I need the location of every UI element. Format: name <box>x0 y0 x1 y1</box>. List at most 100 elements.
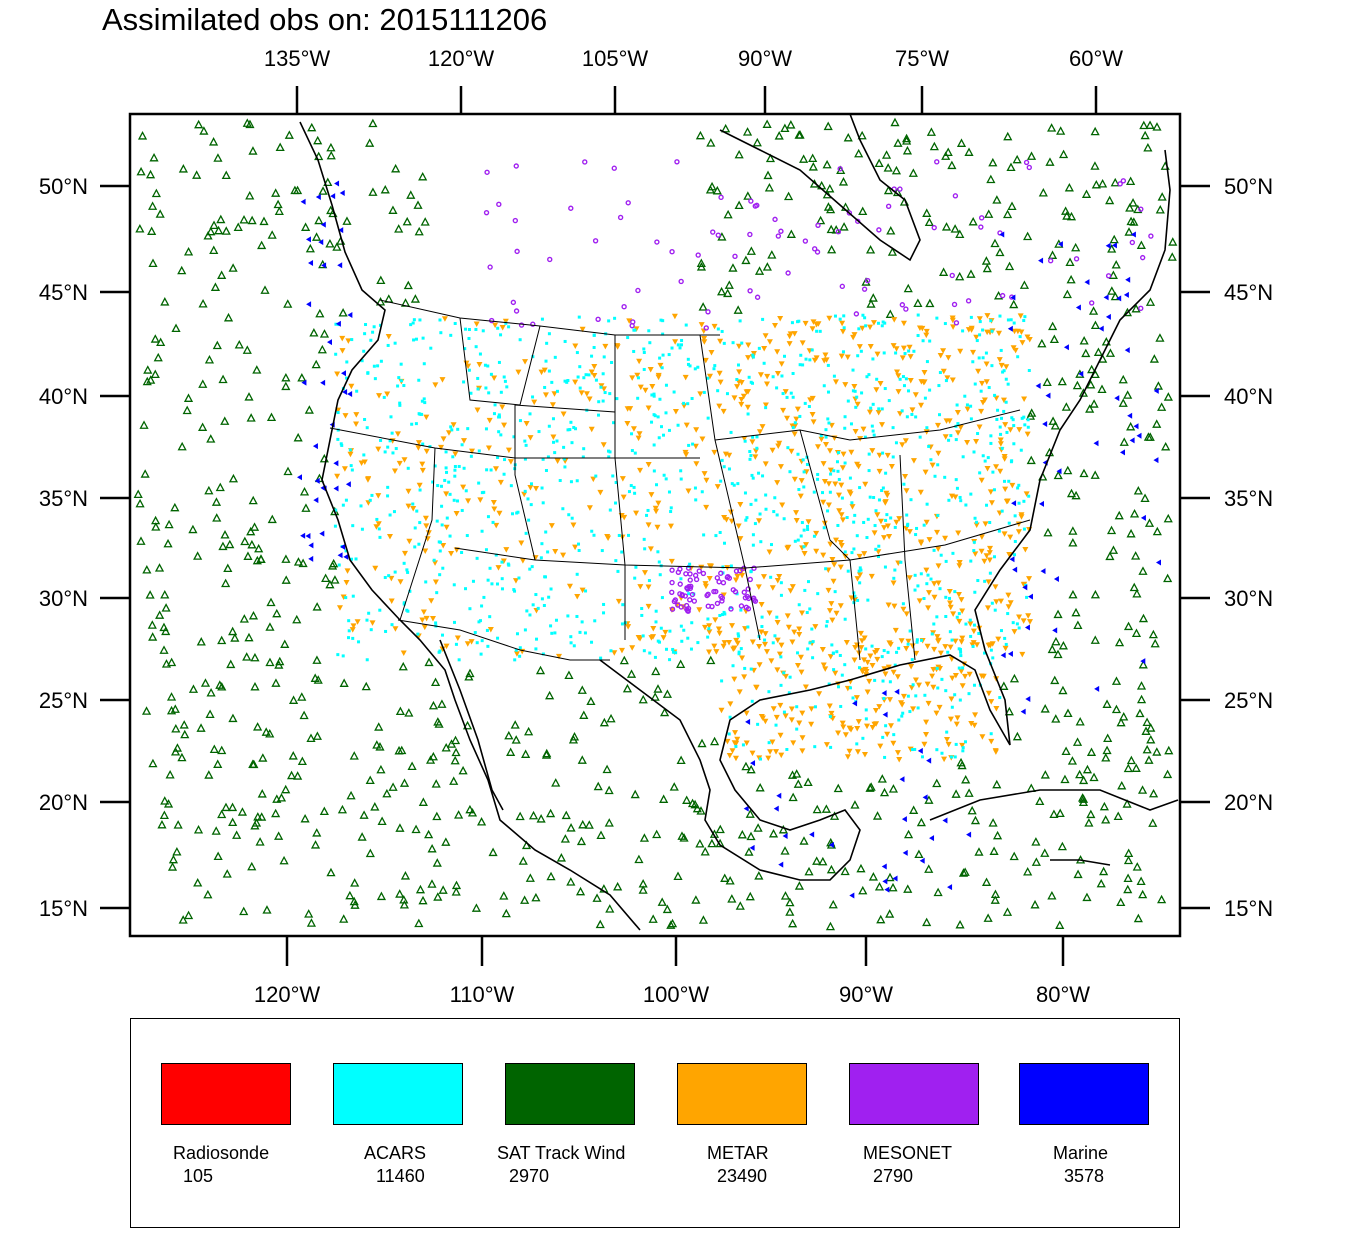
acars-marker <box>969 634 973 638</box>
sat-wind-marker <box>1123 873 1133 882</box>
metar-marker <box>477 497 484 503</box>
sat-wind-marker <box>970 815 981 825</box>
metar-marker <box>921 369 928 376</box>
metar-marker <box>896 516 903 522</box>
sat-wind-marker <box>499 891 509 900</box>
mesonet-marker <box>687 597 693 603</box>
metar-marker <box>874 351 881 358</box>
sat-wind-marker <box>1164 745 1174 755</box>
marine-marker <box>881 863 887 870</box>
metar-marker <box>388 575 395 582</box>
acars-marker <box>392 510 396 514</box>
acars-marker <box>737 634 741 638</box>
metar-marker <box>358 460 365 466</box>
sat-wind-marker <box>1040 848 1050 857</box>
marine-marker <box>340 543 346 550</box>
acars-marker <box>935 748 939 752</box>
sat-wind-marker <box>275 656 285 666</box>
acars-marker <box>656 415 660 419</box>
mesonet-marker <box>885 203 892 210</box>
acars-marker <box>422 362 426 366</box>
metar-marker <box>975 368 982 375</box>
mesonet-marker <box>719 598 725 604</box>
legend-swatch-mesonet <box>849 1063 979 1125</box>
acars-marker <box>531 395 535 399</box>
mesonet-marker <box>693 576 700 583</box>
metar-marker <box>890 580 897 586</box>
acars-marker <box>636 396 640 400</box>
sat-wind-marker <box>1090 635 1100 644</box>
acars-marker <box>527 518 531 522</box>
acars-marker <box>720 329 724 333</box>
sat-wind-marker <box>183 246 194 256</box>
mesonet-marker <box>621 304 627 310</box>
sat-wind-marker <box>142 376 152 386</box>
marine-marker <box>1022 584 1028 591</box>
metar-marker <box>788 448 795 455</box>
acars-marker <box>992 488 996 492</box>
sat-wind-marker <box>1061 746 1071 756</box>
acars-marker <box>491 520 495 524</box>
acars-marker <box>679 469 683 473</box>
acars-marker <box>378 323 382 327</box>
metar-marker <box>985 579 992 585</box>
metar-marker <box>650 625 657 632</box>
acars-marker <box>394 447 398 451</box>
sat-wind-marker <box>305 243 315 253</box>
acars-marker <box>565 380 569 384</box>
metar-marker <box>897 411 904 417</box>
acars-marker <box>993 608 997 612</box>
acars-marker <box>632 485 636 489</box>
metar-marker <box>922 469 929 476</box>
metar-marker <box>733 637 740 644</box>
acars-marker <box>448 534 452 538</box>
acars-marker <box>908 629 912 633</box>
acars-marker <box>453 321 457 325</box>
sat-wind-marker <box>261 727 271 736</box>
sat-wind-marker <box>638 885 648 894</box>
acars-marker <box>797 603 801 607</box>
acars-marker <box>464 587 468 591</box>
metar-marker <box>756 662 763 668</box>
sat-wind-marker <box>1065 257 1075 267</box>
marine-marker <box>1027 593 1033 600</box>
sat-wind-marker <box>986 174 996 184</box>
metar-marker <box>891 317 898 323</box>
metar-marker <box>718 707 725 714</box>
sat-wind-marker <box>204 354 215 364</box>
metar-marker <box>826 448 833 454</box>
sat-wind-marker <box>577 755 587 764</box>
acars-marker <box>883 755 887 759</box>
metar-marker <box>513 651 520 657</box>
metar-marker <box>873 387 880 393</box>
acars-marker <box>872 496 876 500</box>
acars-marker <box>467 368 471 372</box>
sat-wind-marker <box>926 127 936 136</box>
metar-marker <box>699 436 706 442</box>
sat-wind-marker <box>171 723 181 733</box>
acars-marker <box>985 503 989 507</box>
acars-marker <box>562 457 566 461</box>
sat-wind-marker <box>1123 390 1133 399</box>
acars-marker <box>990 329 994 333</box>
metar-marker <box>487 626 494 633</box>
acars-marker <box>837 451 841 455</box>
marine-marker <box>339 190 345 197</box>
metar-marker <box>797 493 804 500</box>
sat-wind-marker <box>431 779 441 788</box>
mesonet-marker <box>785 270 791 276</box>
metar-marker <box>497 479 504 486</box>
acars-marker <box>435 519 439 523</box>
acars-marker <box>1007 479 1011 483</box>
acars-marker <box>582 447 586 451</box>
sat-wind-marker <box>155 209 165 218</box>
acars-marker <box>613 316 617 320</box>
acars-marker <box>990 601 994 605</box>
marine-marker <box>1038 257 1044 264</box>
metar-marker <box>465 498 472 504</box>
acars-marker <box>741 743 745 747</box>
sat-wind-marker <box>262 905 272 914</box>
acars-marker <box>880 655 884 659</box>
metar-marker <box>762 402 769 409</box>
acars-marker <box>976 432 980 436</box>
